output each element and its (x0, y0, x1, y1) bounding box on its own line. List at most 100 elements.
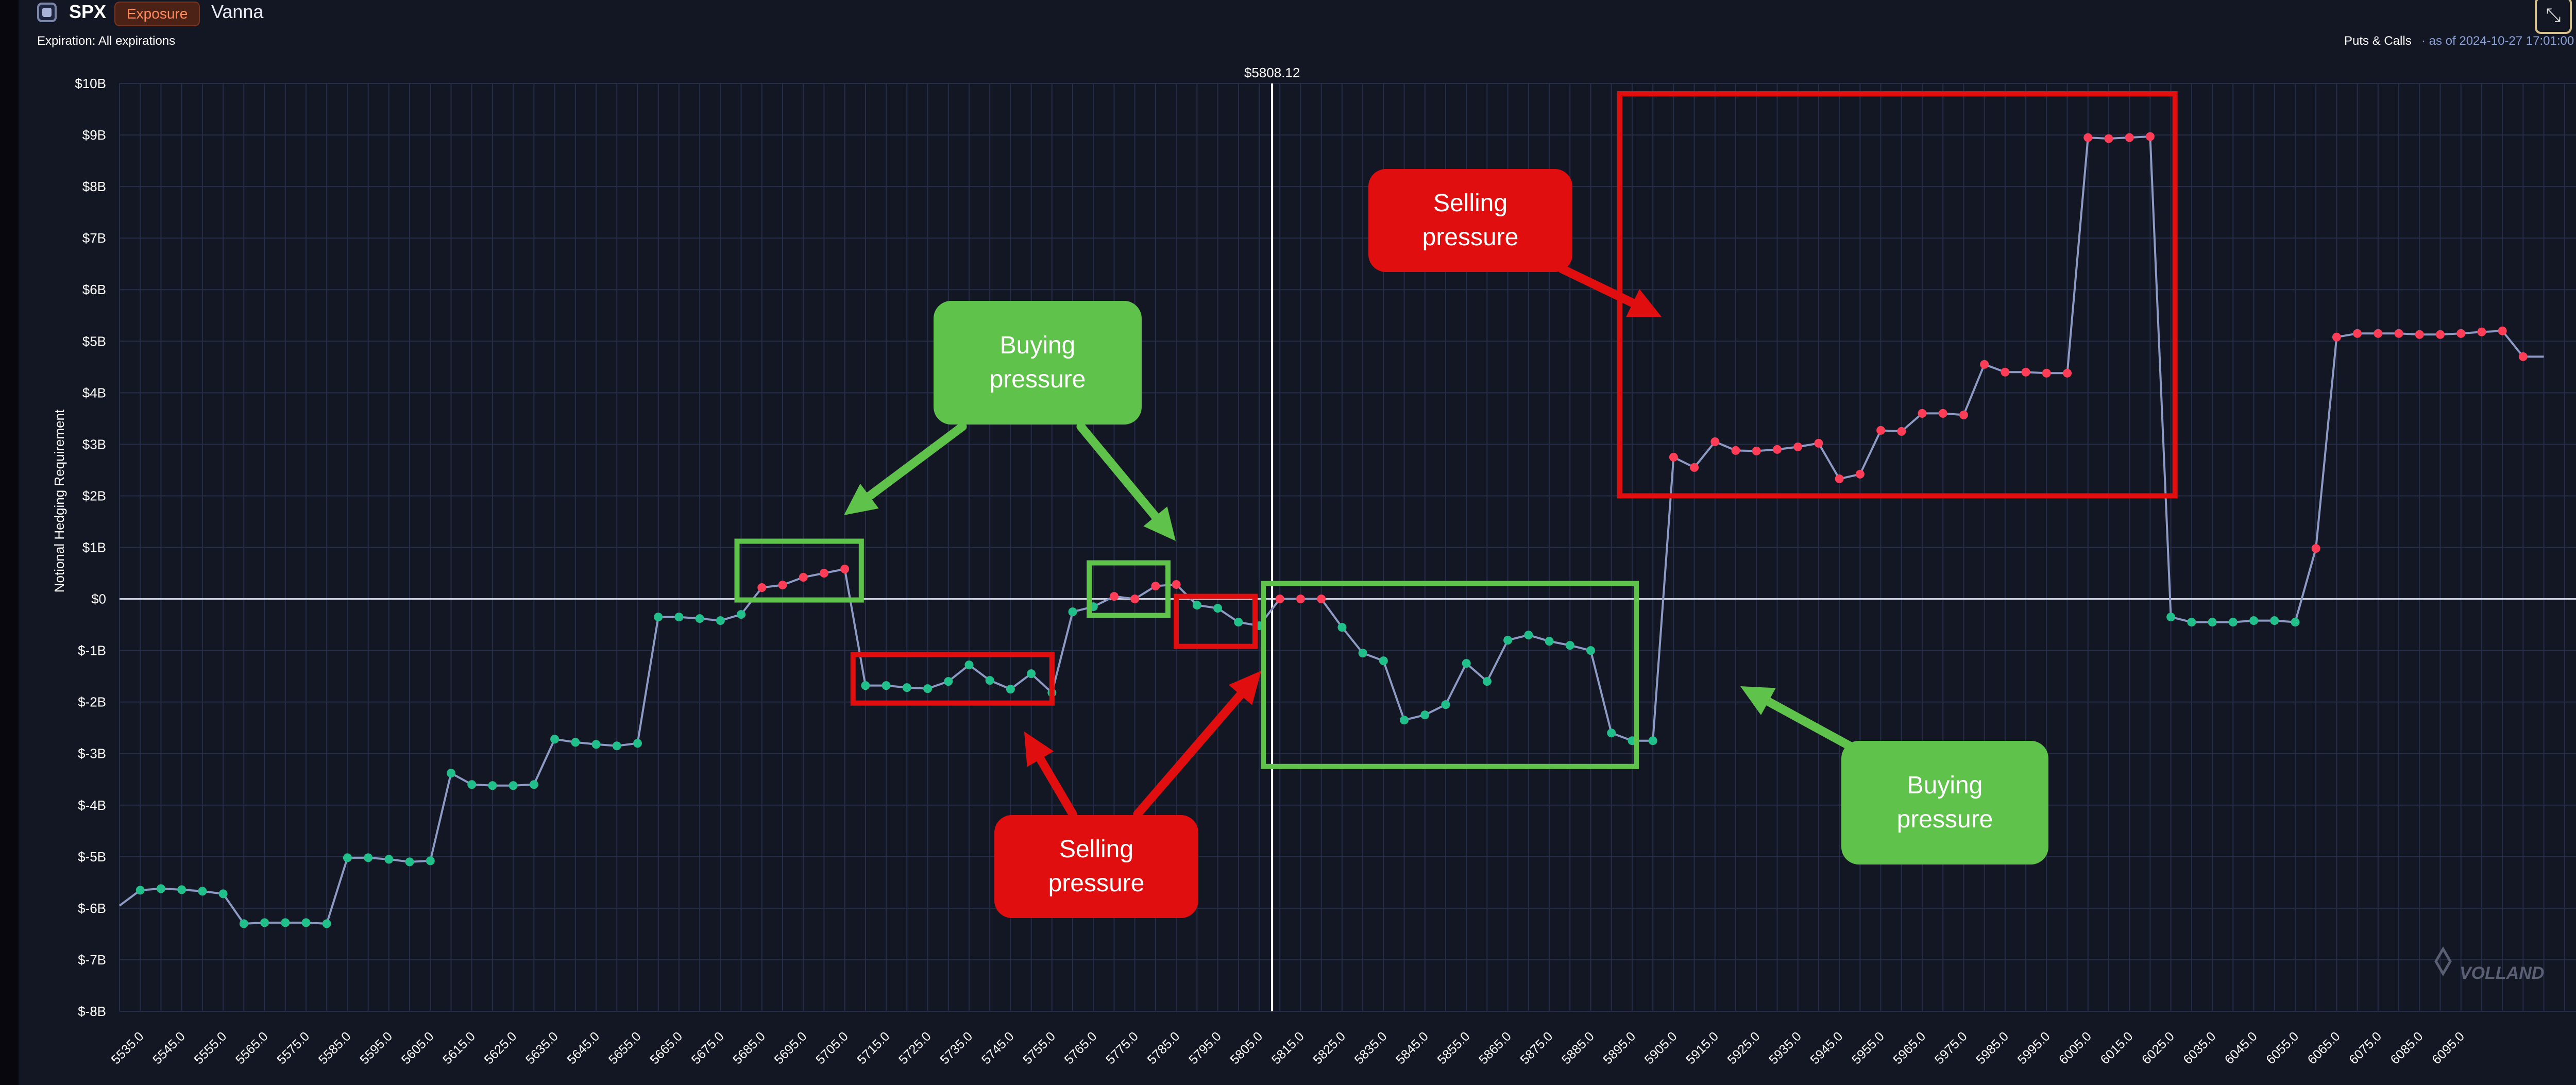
data-point (985, 676, 994, 685)
data-point (964, 660, 974, 670)
data-point (591, 740, 601, 749)
view-title[interactable]: Vanna (211, 1, 264, 22)
x-tick-label: 5865.0 (1476, 1029, 1514, 1067)
data-point (923, 684, 933, 693)
data-point (2042, 368, 2051, 378)
y-tick-label: $-3B (78, 746, 106, 761)
y-tick-label: $8B (82, 179, 106, 194)
x-tick-label: 5755.0 (1020, 1029, 1058, 1067)
data-point (177, 885, 187, 894)
data-point (1524, 631, 1533, 640)
data-point (218, 889, 228, 898)
x-tick-label: 6095.0 (2429, 1029, 2467, 1067)
buying-pressure-callout-2: Buying pressure (1841, 741, 2048, 864)
data-point (239, 919, 248, 928)
x-tick-label: 5715.0 (854, 1029, 892, 1067)
exposure-badge[interactable]: Exposure (114, 2, 200, 26)
x-tick-label: 5635.0 (523, 1029, 561, 1067)
data-point (1835, 474, 1844, 483)
data-point (2311, 544, 2320, 553)
data-point (2208, 618, 2217, 627)
data-point (695, 614, 704, 623)
data-point (799, 573, 808, 582)
arrow-head (1228, 671, 1261, 705)
data-point (1358, 649, 1367, 658)
data-point (882, 681, 891, 690)
data-point (198, 887, 207, 896)
data-point (1897, 427, 1906, 436)
x-tick-label: 6005.0 (2056, 1029, 2094, 1067)
x-tick-label: 6085.0 (2388, 1029, 2426, 1067)
arrow-buy-3 (1740, 686, 1856, 752)
data-point (488, 781, 497, 790)
x-tick-label: 5825.0 (1310, 1029, 1348, 1067)
select-checkbox[interactable] (37, 3, 57, 22)
x-tick-label: 5665.0 (647, 1029, 685, 1067)
x-tick-label: 5555.0 (191, 1029, 229, 1067)
data-point (2456, 329, 2466, 338)
data-point (426, 856, 435, 866)
x-tick-label: 5895.0 (1600, 1029, 1638, 1067)
buying-box-1 (734, 538, 864, 603)
data-point (156, 884, 165, 893)
x-tick-label: 5625.0 (482, 1029, 520, 1067)
data-point (861, 681, 870, 690)
y-tick-label: $2B (82, 488, 106, 503)
buying-box-2 (1087, 560, 1171, 618)
selling-box-3 (1617, 91, 2178, 499)
x-tick-label: 5975.0 (1932, 1029, 1970, 1067)
data-point (2063, 368, 2072, 378)
data-point (1462, 659, 1471, 668)
x-tick-label: 5965.0 (1890, 1029, 1928, 1067)
data-point (1213, 604, 1223, 613)
y-tick-label: $-1B (78, 643, 106, 658)
series-line (118, 135, 2544, 925)
data-point (1959, 410, 1968, 419)
x-tick-label: 5845.0 (1393, 1029, 1431, 1067)
data-point (1275, 595, 1284, 604)
data-point (1482, 677, 1492, 686)
data-point (2435, 330, 2445, 339)
expiration-label[interactable]: Expiration: All expirations (37, 34, 176, 48)
data-point (1337, 623, 1347, 632)
ticker-symbol[interactable]: SPX (69, 1, 107, 22)
collapse-arrows-icon[interactable]: ⤡ (2535, 0, 2572, 34)
x-tick-label: 5705.0 (813, 1029, 851, 1067)
data-point (1876, 426, 1886, 435)
x-tick-label: 5835.0 (1352, 1029, 1390, 1067)
data-point (944, 677, 953, 686)
arrow-sell-1 (1557, 264, 1662, 317)
data-point (1918, 409, 1927, 418)
data-point (840, 565, 850, 574)
x-tick-label: 6035.0 (2180, 1029, 2218, 1067)
x-tick-label: 5995.0 (2015, 1029, 2053, 1067)
x-tick-label: 5695.0 (772, 1029, 810, 1067)
puts-calls-filter[interactable]: Puts & Calls (2344, 34, 2412, 48)
data-point (1420, 710, 1430, 720)
data-point (2332, 332, 2341, 342)
x-tick-label: 6075.0 (2346, 1029, 2384, 1067)
data-point (716, 616, 725, 625)
data-point (1669, 452, 1678, 462)
x-tick-label: 5785.0 (1145, 1029, 1183, 1067)
data-point (2353, 329, 2362, 338)
x-tick-label: 5535.0 (109, 1029, 147, 1067)
data-point (1109, 592, 1118, 601)
volland-watermark: VOLLAND (2434, 946, 2544, 983)
data-point (1317, 595, 1326, 604)
watermark-text: VOLLAND (2460, 963, 2544, 983)
arrow-shaft (1076, 422, 1160, 521)
x-tick-label: 5545.0 (150, 1029, 188, 1067)
data-point (2021, 367, 2030, 377)
data-point (2415, 330, 2424, 339)
x-tick-label: 5585.0 (316, 1029, 354, 1067)
data-point (322, 919, 331, 928)
data-point (1441, 700, 1450, 709)
arrow-shaft (1764, 697, 1856, 752)
data-point (1586, 646, 1596, 655)
data-point (2374, 329, 2383, 338)
data-point (509, 781, 518, 790)
x-tick-label: 6065.0 (2305, 1029, 2343, 1067)
data-point (1151, 582, 1160, 591)
